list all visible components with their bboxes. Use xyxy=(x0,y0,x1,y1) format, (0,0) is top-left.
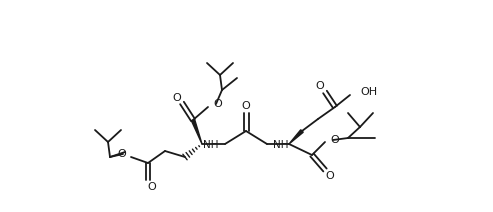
Text: O: O xyxy=(147,182,156,192)
Polygon shape xyxy=(191,119,202,144)
Text: NH: NH xyxy=(273,140,288,150)
Text: O: O xyxy=(242,101,250,111)
Text: O: O xyxy=(316,81,324,91)
Text: NH: NH xyxy=(204,140,219,150)
Text: OH: OH xyxy=(360,87,377,97)
Text: O: O xyxy=(325,171,334,181)
Text: O: O xyxy=(330,135,339,145)
Text: O: O xyxy=(117,149,126,159)
Text: O: O xyxy=(173,93,181,103)
Text: O: O xyxy=(213,99,222,109)
Polygon shape xyxy=(289,130,303,144)
